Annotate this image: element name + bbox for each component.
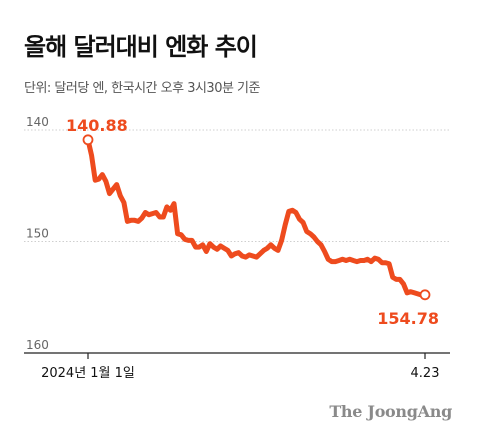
- endpoint-marker: [82, 134, 94, 146]
- brand-logo: The JoongAng: [329, 402, 452, 421]
- x-tick-label: 4.23: [411, 366, 440, 381]
- x-tick-label: 2024년 1월 1일: [41, 366, 135, 381]
- end-value-label: 154.78: [377, 309, 439, 328]
- y-tick-label: 140: [26, 115, 49, 129]
- y-tick-label: 150: [26, 227, 49, 241]
- series-line: [85, 137, 428, 298]
- start-value-label: 140.88: [66, 116, 128, 135]
- endpoint-marker: [419, 289, 431, 301]
- chart-subtitle: 단위: 달러당 엔, 한국시간 오후 3시30분 기준: [24, 81, 260, 96]
- page-title: 올해 달러대비 엔화 추이: [24, 33, 258, 61]
- y-tick-label: 160: [26, 338, 49, 352]
